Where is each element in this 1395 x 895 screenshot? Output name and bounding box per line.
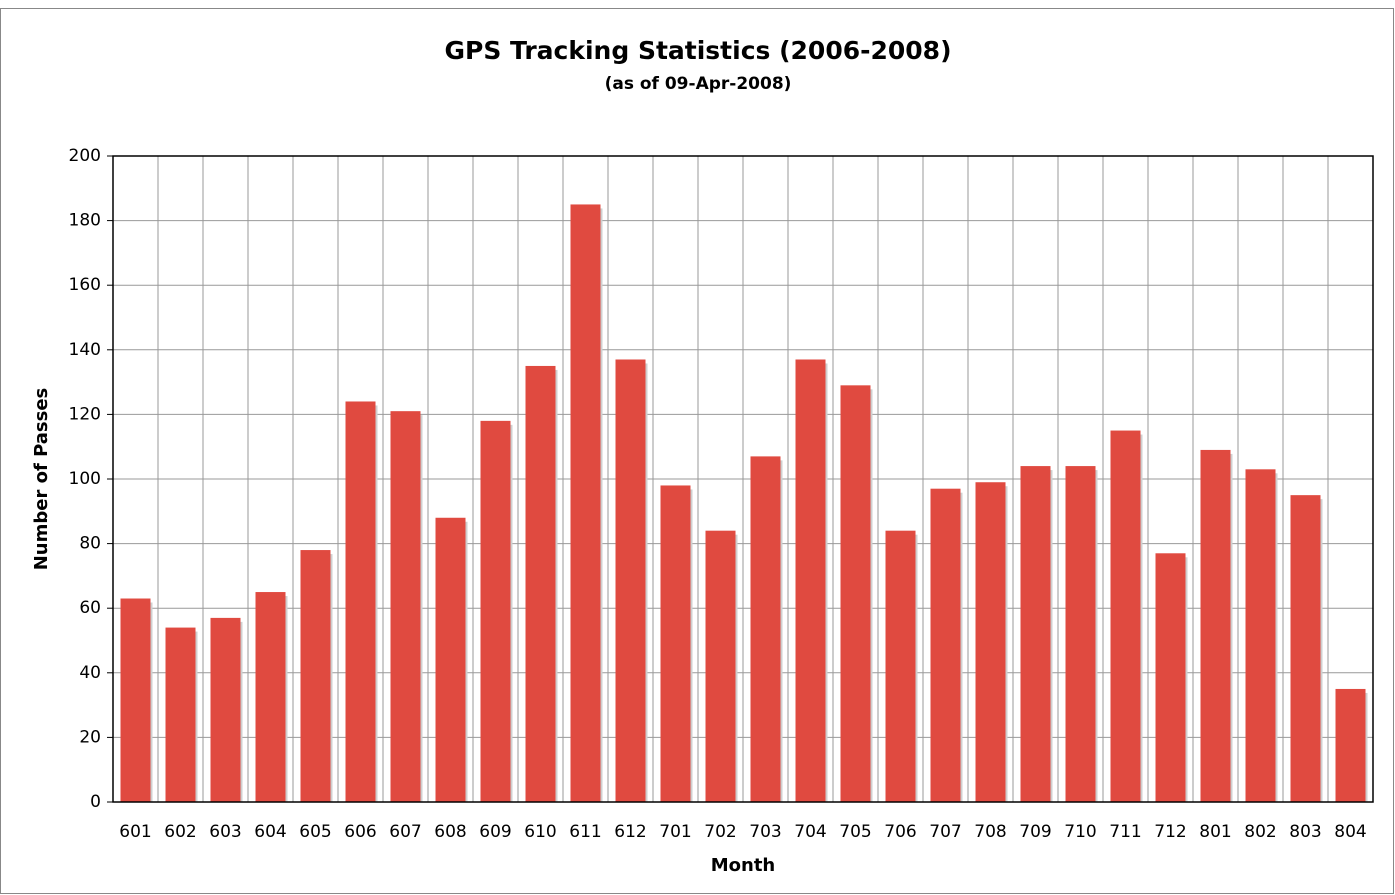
x-tick-label: 712 (1154, 822, 1186, 842)
bar (120, 598, 151, 802)
y-tick-label: 80 (79, 534, 101, 554)
y-tick-label: 100 (69, 469, 101, 489)
bar (570, 204, 601, 802)
bar (345, 401, 376, 802)
bar (1110, 430, 1141, 802)
bar (300, 550, 331, 802)
plot-border (112, 155, 1374, 803)
bar (795, 359, 826, 802)
x-tick-label: 706 (884, 822, 916, 842)
bar (1290, 495, 1321, 802)
x-tick-label: 801 (1199, 822, 1231, 842)
x-tick-label: 705 (839, 822, 871, 842)
bar (165, 627, 196, 802)
bar (750, 456, 781, 802)
x-tick-label: 611 (569, 822, 601, 842)
y-tick-label: 20 (79, 727, 101, 747)
y-tick-label: 60 (79, 598, 101, 618)
x-tick-label: 702 (704, 822, 736, 842)
x-tick-label: 602 (164, 822, 196, 842)
bar (390, 411, 421, 802)
y-tick-label: 200 (69, 146, 101, 166)
bar (705, 530, 736, 802)
y-tick-label: 120 (69, 404, 101, 424)
bar (1155, 553, 1186, 802)
x-tick-label: 607 (389, 822, 421, 842)
bar (1065, 466, 1096, 802)
x-tick-label: 709 (1019, 822, 1051, 842)
x-tick-label: 609 (479, 822, 511, 842)
x-tick-label: 605 (299, 822, 331, 842)
bar (660, 485, 691, 802)
bar (1335, 688, 1366, 802)
bar (525, 365, 556, 802)
x-tick-label: 603 (209, 822, 241, 842)
y-tick-label: 180 (69, 211, 101, 231)
bar (840, 385, 871, 802)
x-tick-label: 710 (1064, 822, 1096, 842)
bar (930, 488, 961, 802)
bar (885, 530, 916, 802)
y-tick-label: 160 (69, 275, 101, 295)
x-tick-label: 711 (1109, 822, 1141, 842)
chart-title: GPS Tracking Statistics (2006-2008) (444, 36, 951, 65)
bar (210, 617, 241, 802)
y-tick-label: 0 (90, 792, 101, 812)
bar (615, 359, 646, 802)
bar (1245, 469, 1276, 802)
bar (1200, 449, 1231, 802)
x-tick-label: 610 (524, 822, 556, 842)
y-axis-label: Number of Passes (31, 388, 52, 571)
chart-subtitle: (as of 09-Apr-2008) (605, 74, 792, 94)
x-axis-label: Month (711, 855, 776, 876)
bar (975, 482, 1006, 802)
x-tick-label: 803 (1289, 822, 1321, 842)
x-tick-label: 604 (254, 822, 286, 842)
x-tick-label: 707 (929, 822, 961, 842)
y-tick-label: 40 (79, 663, 101, 683)
y-tick-label: 140 (69, 340, 101, 360)
x-tick-label: 703 (749, 822, 781, 842)
x-tick-label: 606 (344, 822, 376, 842)
bar (435, 517, 466, 802)
x-tick-label: 704 (794, 822, 826, 842)
bar (255, 592, 286, 802)
x-tick-label: 612 (614, 822, 646, 842)
x-tick-label: 802 (1244, 822, 1276, 842)
x-tick-label: 601 (119, 822, 151, 842)
x-tick-label: 608 (434, 822, 466, 842)
x-tick-label: 701 (659, 822, 691, 842)
bar (480, 420, 511, 802)
x-tick-label: 708 (974, 822, 1006, 842)
x-tick-label: 804 (1334, 822, 1366, 842)
bar (1020, 466, 1051, 802)
